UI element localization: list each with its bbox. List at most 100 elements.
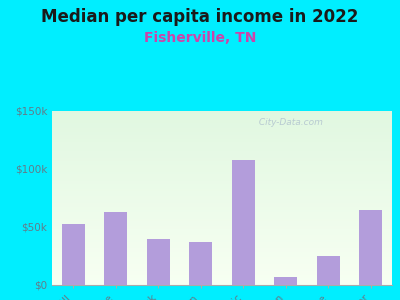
Bar — [146, 238, 170, 285]
Bar — [52, 202, 392, 203]
Bar — [52, 149, 392, 151]
Bar — [52, 193, 392, 194]
Bar — [52, 215, 392, 217]
Bar — [52, 141, 392, 142]
Bar — [52, 280, 392, 281]
Bar — [52, 158, 392, 160]
Text: Median per capita income in 2022: Median per capita income in 2022 — [41, 8, 359, 26]
Bar — [52, 156, 392, 158]
Bar — [52, 228, 392, 229]
Bar — [52, 224, 392, 226]
Bar — [52, 229, 392, 231]
Bar — [52, 130, 392, 132]
Bar — [274, 277, 298, 285]
Bar — [52, 137, 392, 139]
Text: Fisherville, TN: Fisherville, TN — [144, 32, 256, 46]
Bar — [52, 148, 392, 149]
Bar — [52, 146, 392, 148]
Bar — [359, 210, 382, 285]
Bar — [52, 276, 392, 278]
Bar — [52, 208, 392, 210]
Bar — [52, 167, 392, 168]
Bar — [52, 210, 392, 212]
Bar — [52, 226, 392, 228]
Bar — [52, 264, 392, 266]
Bar — [52, 186, 392, 188]
Bar — [52, 153, 392, 154]
Bar — [52, 250, 392, 252]
Bar — [52, 111, 392, 113]
Bar — [52, 176, 392, 177]
Bar — [52, 198, 392, 200]
Bar — [52, 196, 392, 198]
Bar — [52, 214, 392, 215]
Bar — [52, 163, 392, 165]
Bar — [189, 242, 212, 285]
Bar — [52, 261, 392, 262]
Bar — [52, 115, 392, 116]
Bar — [52, 139, 392, 141]
Bar — [52, 161, 392, 163]
Bar — [52, 281, 392, 283]
Bar — [52, 283, 392, 285]
Bar — [52, 235, 392, 236]
Bar — [52, 248, 392, 250]
Bar — [52, 259, 392, 261]
Bar — [52, 274, 392, 276]
Bar — [52, 123, 392, 125]
Bar — [52, 242, 392, 243]
Bar — [316, 256, 340, 285]
Bar — [52, 151, 392, 153]
Bar — [52, 203, 392, 205]
Bar — [52, 113, 392, 115]
Bar — [52, 128, 392, 130]
Bar — [52, 217, 392, 219]
Bar — [52, 262, 392, 264]
Bar — [52, 245, 392, 247]
Bar — [52, 243, 392, 245]
Bar — [52, 240, 392, 242]
Bar — [52, 254, 392, 255]
Bar — [52, 271, 392, 273]
Bar — [52, 220, 392, 222]
Bar — [52, 144, 392, 146]
Bar — [52, 268, 392, 269]
Bar — [52, 231, 392, 233]
Bar — [52, 188, 392, 189]
Bar — [52, 134, 392, 135]
Bar — [52, 168, 392, 170]
Bar — [104, 212, 128, 285]
Bar — [52, 181, 392, 182]
Bar — [52, 118, 392, 120]
Bar — [52, 191, 392, 193]
Bar — [52, 205, 392, 207]
Bar — [52, 160, 392, 161]
Bar — [52, 238, 392, 240]
Bar — [52, 179, 392, 181]
Bar — [52, 222, 392, 224]
Bar — [62, 224, 85, 285]
Bar — [52, 278, 392, 280]
Bar — [52, 127, 392, 128]
Bar — [52, 207, 392, 208]
Bar — [52, 189, 392, 191]
Bar — [52, 219, 392, 220]
Bar — [52, 273, 392, 274]
Bar — [52, 200, 392, 202]
Bar — [52, 247, 392, 248]
Bar — [232, 160, 255, 285]
Bar — [52, 135, 392, 137]
Bar — [52, 120, 392, 122]
Bar — [52, 257, 392, 259]
Bar — [52, 132, 392, 134]
Bar — [52, 194, 392, 196]
Bar — [52, 122, 392, 123]
Bar — [52, 212, 392, 214]
Bar — [52, 165, 392, 167]
Bar — [52, 174, 392, 176]
Bar — [52, 269, 392, 271]
Bar — [52, 184, 392, 186]
Bar — [52, 182, 392, 184]
Bar — [52, 154, 392, 156]
Bar — [52, 252, 392, 254]
